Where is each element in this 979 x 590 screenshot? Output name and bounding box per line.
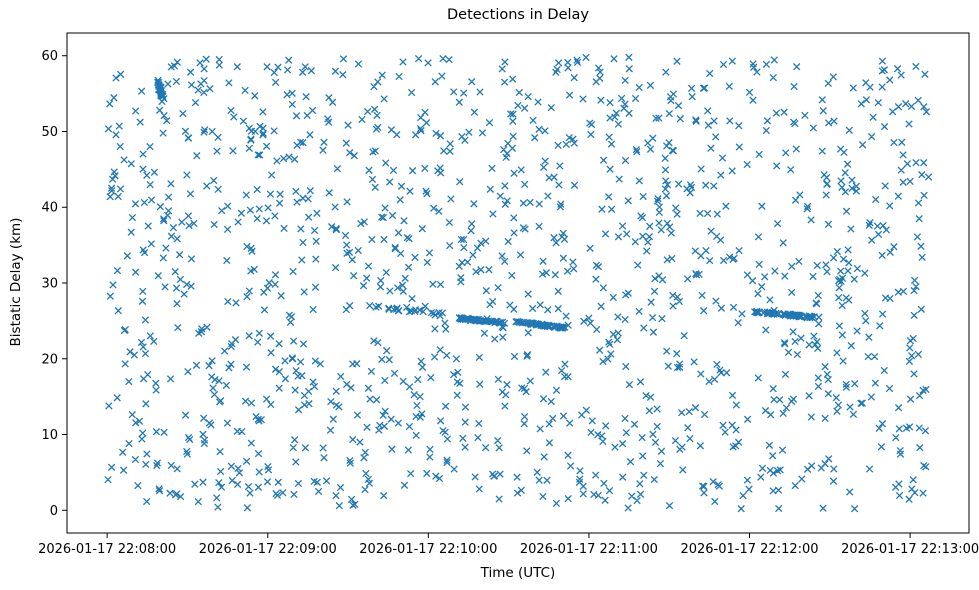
y-tick-label: 50 [41,125,58,140]
y-tick-label: 20 [41,352,58,367]
x-axis-label: Time (UTC) [480,565,556,581]
y-tick-label: 40 [41,201,58,216]
chart-title: Detections in Delay [446,7,589,23]
y-tick-label: 30 [41,277,58,292]
x-tick-label: 2026-01-17 22:12:00 [680,542,818,557]
y-tick-label: 0 [50,504,58,519]
x-tick-label: 2026-01-17 22:08:00 [38,542,176,557]
scatter-points [104,53,933,513]
x-tick-label: 2026-01-17 22:10:00 [359,542,497,557]
plot-border [66,32,970,534]
x-tick-label: 2026-01-17 22:09:00 [199,542,337,557]
y-tick-label: 10 [41,428,58,443]
x-tick-label: 2026-01-17 22:11:00 [520,542,658,557]
y-tick-label: 60 [41,49,58,64]
x-tick-label: 2026-01-17 22:13:00 [841,542,979,557]
y-axis-label: Bistatic Delay (km) [8,217,24,347]
